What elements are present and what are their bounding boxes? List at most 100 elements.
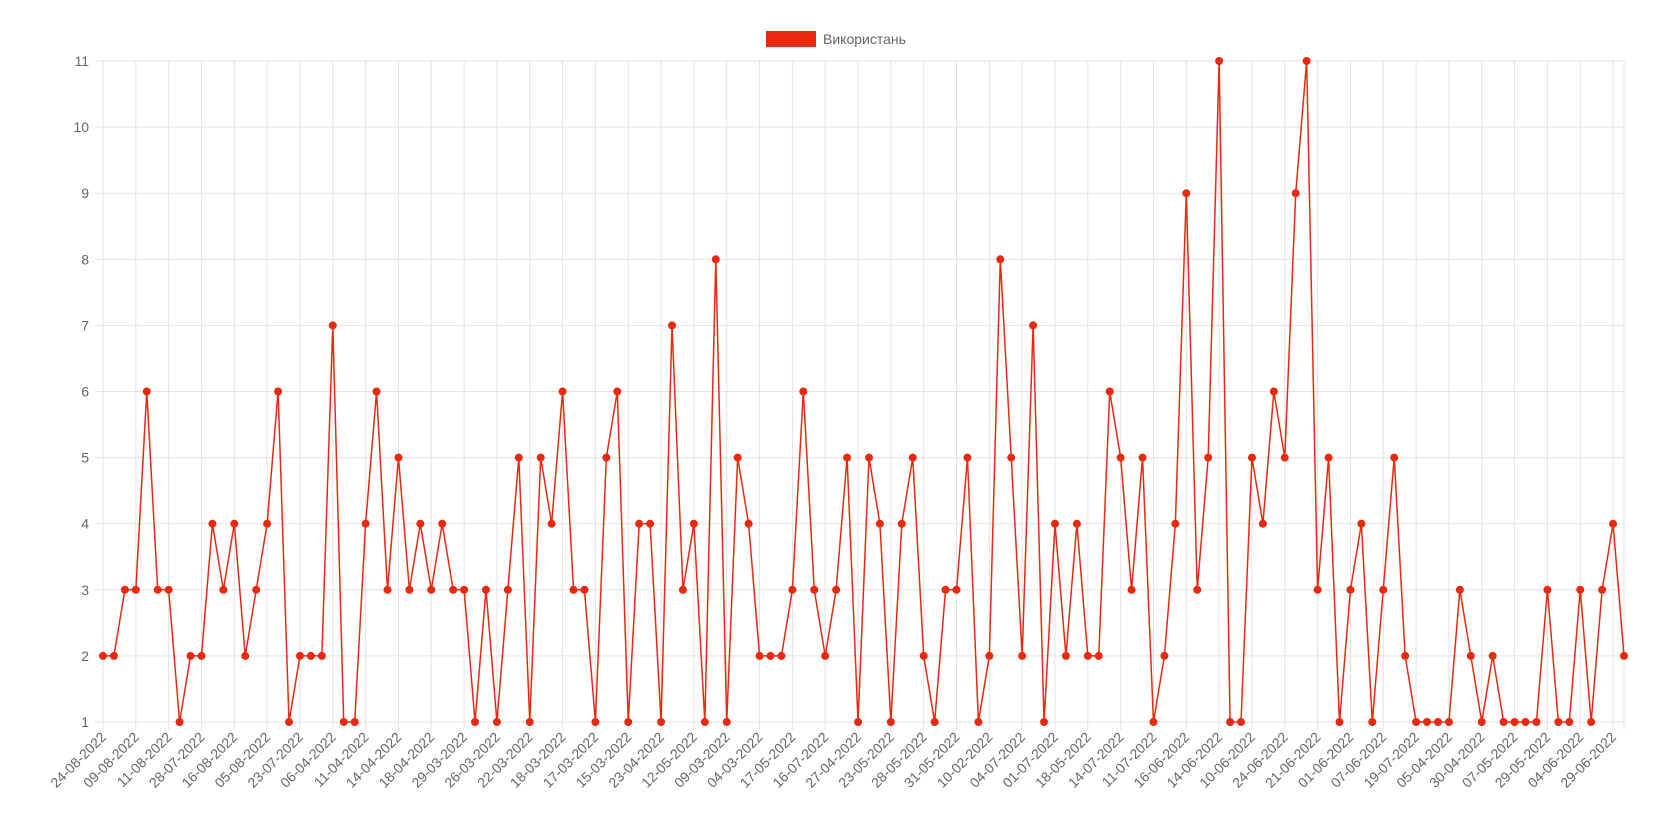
data-point[interactable]	[372, 387, 381, 396]
data-point[interactable]	[843, 453, 852, 462]
data-point[interactable]	[722, 718, 731, 726]
data-point[interactable]	[306, 651, 315, 660]
data-point[interactable]	[908, 453, 917, 462]
data-point[interactable]	[471, 718, 480, 726]
data-point[interactable]	[1291, 189, 1300, 198]
legend[interactable]: Використань	[766, 31, 906, 47]
data-point[interactable]	[777, 651, 786, 660]
data-point[interactable]	[164, 585, 173, 594]
data-point[interactable]	[832, 585, 841, 594]
data-point[interactable]	[1302, 57, 1311, 65]
data-point[interactable]	[1324, 453, 1333, 462]
data-point[interactable]	[963, 453, 972, 462]
data-point[interactable]	[1127, 585, 1136, 594]
data-point[interactable]	[120, 585, 129, 594]
data-point[interactable]	[1094, 651, 1103, 660]
data-point[interactable]	[405, 585, 414, 594]
data-point[interactable]	[1258, 519, 1267, 528]
data-point[interactable]	[591, 718, 600, 726]
data-point[interactable]	[886, 718, 895, 726]
data-point[interactable]	[1357, 519, 1366, 528]
data-point[interactable]	[985, 651, 994, 660]
data-point[interactable]	[1018, 651, 1027, 660]
data-point[interactable]	[897, 519, 906, 528]
data-point[interactable]	[678, 585, 687, 594]
data-point[interactable]	[525, 718, 534, 726]
data-point[interactable]	[875, 519, 884, 528]
data-point[interactable]	[503, 585, 512, 594]
data-point[interactable]	[711, 255, 720, 264]
data-point[interactable]	[1061, 651, 1070, 660]
data-point[interactable]	[1598, 585, 1607, 594]
data-point[interactable]	[569, 585, 578, 594]
data-point[interactable]	[427, 585, 436, 594]
data-point[interactable]	[996, 255, 1005, 264]
data-point[interactable]	[1280, 453, 1289, 462]
data-point[interactable]	[1149, 718, 1158, 726]
data-point[interactable]	[1510, 718, 1519, 726]
data-point[interactable]	[1237, 718, 1246, 726]
data-point[interactable]	[1346, 585, 1355, 594]
data-point[interactable]	[821, 651, 830, 660]
data-point[interactable]	[1029, 321, 1038, 330]
data-point[interactable]	[1521, 718, 1530, 726]
data-point[interactable]	[241, 651, 250, 660]
data-point[interactable]	[1609, 519, 1618, 528]
data-point[interactable]	[416, 519, 425, 528]
data-point[interactable]	[646, 519, 655, 528]
data-point[interactable]	[142, 387, 151, 396]
data-point[interactable]	[864, 453, 873, 462]
data-point[interactable]	[1433, 718, 1442, 726]
data-point[interactable]	[1532, 718, 1541, 726]
data-point[interactable]	[1072, 519, 1081, 528]
data-point[interactable]	[1313, 585, 1322, 594]
data-point[interactable]	[744, 519, 753, 528]
data-point[interactable]	[613, 387, 622, 396]
data-point[interactable]	[350, 718, 359, 726]
data-point[interactable]	[1423, 718, 1432, 726]
data-point[interactable]	[1215, 57, 1224, 65]
data-point[interactable]	[558, 387, 567, 396]
data-point[interactable]	[438, 519, 447, 528]
data-point[interactable]	[449, 585, 458, 594]
data-point[interactable]	[481, 585, 490, 594]
data-point[interactable]	[1379, 585, 1388, 594]
data-point[interactable]	[1171, 519, 1180, 528]
data-point[interactable]	[230, 519, 239, 528]
data-point[interactable]	[1247, 453, 1256, 462]
data-point[interactable]	[1390, 453, 1399, 462]
data-point[interactable]	[1565, 718, 1574, 726]
data-point[interactable]	[1269, 387, 1278, 396]
data-point[interactable]	[635, 519, 644, 528]
data-point[interactable]	[930, 718, 939, 726]
data-point[interactable]	[109, 651, 118, 660]
data-point[interactable]	[328, 321, 337, 330]
data-point[interactable]	[263, 519, 272, 528]
data-point[interactable]	[1455, 585, 1464, 594]
data-point[interactable]	[536, 453, 545, 462]
data-point[interactable]	[153, 585, 162, 594]
data-point[interactable]	[1335, 718, 1344, 726]
data-point[interactable]	[339, 718, 348, 726]
data-point[interactable]	[755, 651, 764, 660]
data-point[interactable]	[1488, 651, 1497, 660]
data-point[interactable]	[1477, 718, 1486, 726]
data-point[interactable]	[952, 585, 961, 594]
data-point[interactable]	[1116, 453, 1125, 462]
data-point[interactable]	[788, 585, 797, 594]
data-point[interactable]	[1105, 387, 1114, 396]
data-point[interactable]	[668, 321, 677, 330]
data-point[interactable]	[1160, 651, 1169, 660]
data-point[interactable]	[700, 718, 709, 726]
data-point[interactable]	[1050, 519, 1059, 528]
data-point[interactable]	[492, 718, 501, 726]
data-point[interactable]	[1499, 718, 1508, 726]
data-point[interactable]	[274, 387, 283, 396]
data-point[interactable]	[810, 585, 819, 594]
data-point[interactable]	[1007, 453, 1016, 462]
data-point[interactable]	[974, 718, 983, 726]
data-point[interactable]	[941, 585, 950, 594]
data-point[interactable]	[394, 453, 403, 462]
data-point[interactable]	[99, 651, 107, 660]
data-point[interactable]	[1204, 453, 1213, 462]
